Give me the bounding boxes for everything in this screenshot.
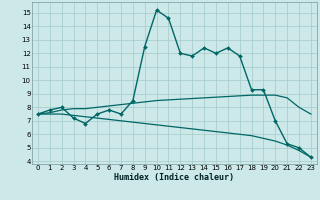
X-axis label: Humidex (Indice chaleur): Humidex (Indice chaleur) <box>115 173 234 182</box>
